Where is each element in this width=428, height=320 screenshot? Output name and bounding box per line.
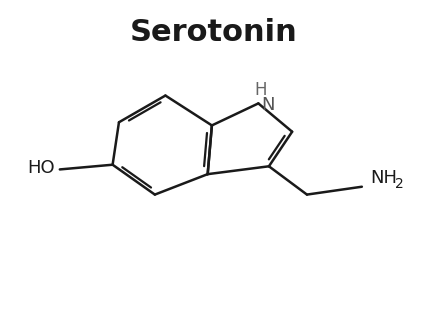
Text: HO: HO [27,159,55,177]
Text: H: H [254,81,267,99]
Text: N: N [262,96,275,114]
Text: 2: 2 [395,177,404,191]
Text: Serotonin: Serotonin [130,18,298,47]
Text: NH: NH [370,169,397,187]
